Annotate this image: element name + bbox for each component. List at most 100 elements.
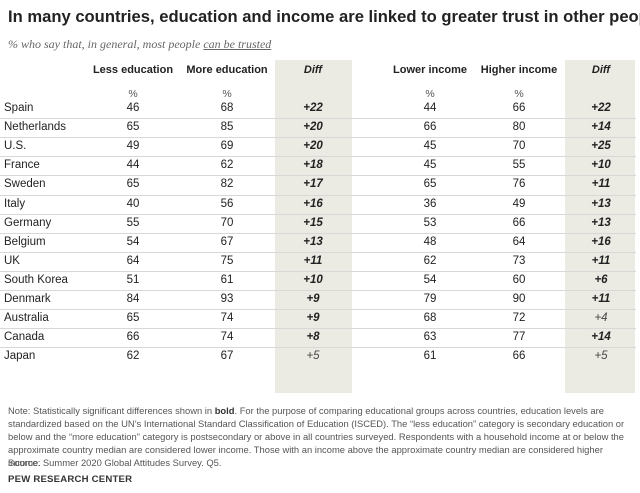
- less-edu-value: 54: [126, 235, 140, 248]
- row-divider: [0, 194, 636, 196]
- more-edu-value: 85: [220, 121, 234, 134]
- inc-diff-value: +13: [591, 197, 611, 210]
- table-row: Italy 40 56 +16 36 49 +13: [0, 194, 640, 215]
- less-edu-value: 65: [126, 312, 140, 325]
- higher-inc-value: 66: [512, 350, 526, 363]
- more-edu-value: 68: [220, 102, 234, 114]
- edu-diff-value: +16: [303, 197, 323, 210]
- row-divider: [0, 347, 636, 349]
- header-lower-income: Lower income: [393, 64, 467, 76]
- table-row: U.S. 49 69 +20 45 70 +25: [0, 137, 640, 157]
- less-edu-value: 55: [126, 216, 140, 229]
- table-row: Germany 55 70 +15 53 66 +13: [0, 213, 640, 234]
- chart-source: Source: Summer 2020 Global Attitudes Sur…: [8, 457, 222, 468]
- chart-note: Note: Statistically significant differen…: [8, 404, 632, 469]
- more-edu-value: 74: [220, 331, 234, 344]
- country-label: Spain: [4, 102, 34, 114]
- unit-more-education: %: [222, 88, 232, 100]
- country-label: UK: [4, 254, 20, 267]
- more-edu-value: 67: [220, 350, 234, 363]
- less-edu-value: 84: [126, 293, 140, 305]
- less-edu-value: 49: [126, 140, 140, 153]
- inc-diff-value: +11: [591, 293, 611, 305]
- higher-inc-value: 76: [512, 178, 526, 191]
- header-edu-diff: Diff: [303, 64, 323, 76]
- lower-inc-value: 63: [423, 331, 437, 344]
- more-edu-value: 69: [220, 140, 234, 153]
- unit-less-education: %: [128, 88, 138, 100]
- more-edu-value: 75: [220, 254, 234, 267]
- inc-diff-value: +10: [591, 159, 611, 172]
- higher-inc-value: 49: [512, 197, 526, 210]
- table-row: Spain 46 68 +22 44 66 +22: [0, 100, 640, 119]
- table-row: Australia 65 74 +9 68 72 +4: [0, 309, 640, 329]
- edu-diff-column-background: [275, 60, 352, 393]
- country-label: South Korea: [4, 273, 68, 286]
- row-divider: [0, 270, 636, 272]
- row-divider: [0, 137, 636, 139]
- inc-diff-value: +5: [594, 350, 608, 363]
- row-divider: [0, 175, 636, 177]
- table-row: Canada 66 74 +8 63 77 +14: [0, 328, 640, 348]
- lower-inc-value: 45: [423, 159, 437, 172]
- lower-inc-value: 45: [423, 140, 437, 153]
- less-edu-value: 46: [126, 102, 140, 114]
- edu-diff-value: +5: [306, 350, 320, 363]
- edu-diff-value: +11: [303, 254, 323, 267]
- higher-inc-value: 66: [512, 102, 526, 114]
- subtitle-underlined: can be trusted: [203, 37, 272, 51]
- more-edu-value: 67: [220, 235, 234, 248]
- table-row: South Korea 51 61 +10 54 60 +6: [0, 270, 640, 291]
- country-label: Sweden: [4, 178, 46, 191]
- country-label: Canada: [4, 331, 45, 344]
- country-label: Denmark: [4, 293, 51, 305]
- inc-diff-value: +6: [594, 273, 608, 286]
- less-edu-value: 66: [126, 331, 140, 344]
- table-row: Japan 62 67 +5 61 66 +5: [0, 347, 640, 367]
- note-bold: bold: [214, 405, 235, 416]
- edu-diff-value: +10: [303, 273, 323, 286]
- inc-diff-value: +25: [591, 140, 611, 153]
- lower-inc-value: 79: [423, 293, 437, 305]
- inc-diff-value: +16: [591, 235, 611, 248]
- less-edu-value: 51: [126, 273, 140, 286]
- table-row: Denmark 84 93 +9 79 90 +11: [0, 290, 640, 310]
- less-edu-value: 44: [126, 159, 140, 172]
- note-prefix: Note: Statistically significant differen…: [8, 405, 215, 416]
- header-higher-income: Higher income: [480, 64, 558, 76]
- note-rest: . For the purpose of comparing education…: [8, 405, 625, 468]
- table-row: Netherlands 65 85 +20 66 80 +14: [0, 118, 640, 138]
- country-label: U.S.: [4, 140, 27, 153]
- lower-inc-value: 44: [423, 102, 437, 114]
- country-label: France: [4, 159, 40, 172]
- lower-inc-value: 54: [423, 273, 437, 286]
- lower-inc-value: 66: [423, 121, 437, 134]
- country-label: Japan: [4, 350, 36, 363]
- edu-diff-value: +15: [303, 216, 323, 229]
- higher-inc-value: 90: [512, 293, 526, 305]
- edu-diff-value: +9: [306, 312, 320, 325]
- more-edu-value: 56: [220, 197, 234, 210]
- higher-inc-value: 77: [512, 331, 526, 344]
- higher-inc-value: 73: [512, 254, 526, 267]
- table-row: France 44 62 +18 45 55 +10: [0, 156, 640, 176]
- less-edu-value: 64: [126, 254, 140, 267]
- higher-inc-value: 72: [512, 312, 526, 325]
- less-edu-value: 40: [126, 197, 140, 210]
- row-divider: [0, 118, 636, 120]
- row-divider: [0, 290, 636, 291]
- header-more-education: More education: [186, 64, 268, 76]
- country-label: Germany: [4, 216, 52, 229]
- higher-inc-value: 66: [512, 216, 526, 229]
- unit-higher-income: %: [514, 88, 524, 100]
- less-edu-value: 65: [126, 121, 140, 134]
- row-divider: [0, 309, 636, 311]
- more-edu-value: 93: [220, 293, 234, 305]
- table-row: Belgium 54 67 +13 48 64 +16: [0, 232, 640, 253]
- country-label: Italy: [4, 197, 26, 210]
- lower-inc-value: 68: [423, 312, 437, 325]
- edu-diff-value: +9: [306, 293, 320, 305]
- lower-inc-value: 61: [423, 350, 437, 363]
- publisher-footer: PEW RESEARCH CENTER: [8, 474, 133, 485]
- edu-diff-value: +8: [306, 331, 320, 344]
